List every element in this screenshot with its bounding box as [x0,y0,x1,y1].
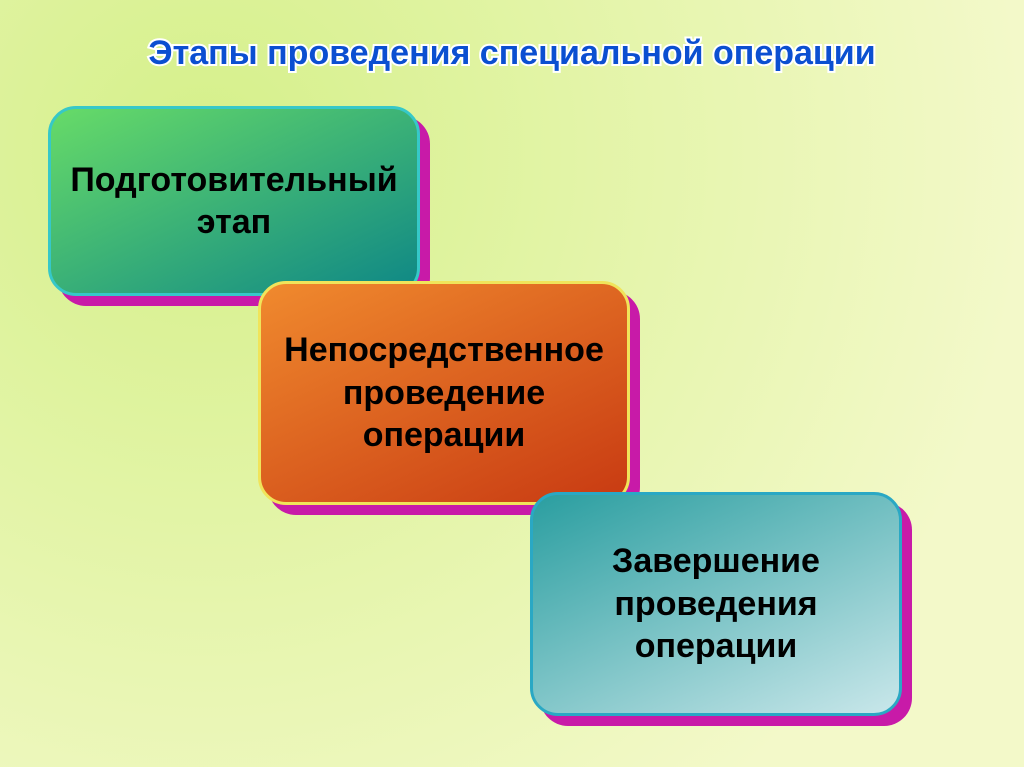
stage-card-2: Непосредственное проведение операции [258,281,630,505]
card-body: Подготовительный этап [48,106,420,296]
slide-title: Этапы проведения специальной операции Эт… [0,34,1024,73]
title-fill: Этапы проведения специальной операции [148,34,875,72]
card-body: Завершение проведения операции [530,492,902,716]
stage-card-1: Подготовительный этап [48,106,420,296]
card-body: Непосредственное проведение операции [258,281,630,505]
card-label: Завершение проведения операции [612,540,820,668]
card-label: Подготовительный этап [70,159,397,244]
card-label: Непосредственное проведение операции [284,329,604,457]
stage-card-3: Завершение проведения операции [530,492,902,716]
